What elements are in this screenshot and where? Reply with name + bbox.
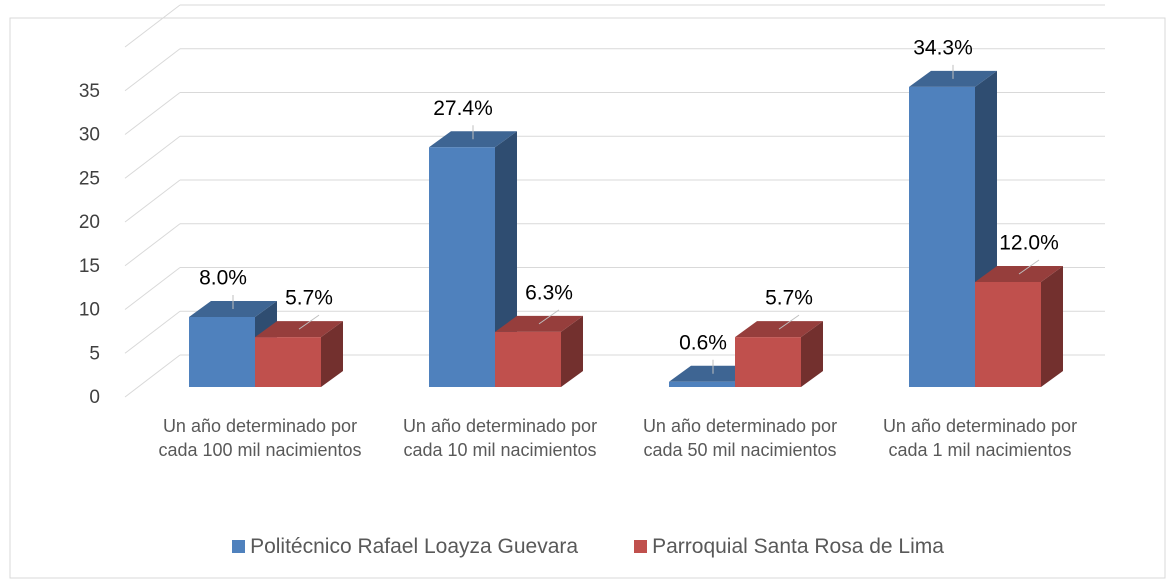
label-leader	[1018, 259, 1040, 275]
data-label: 5.7%	[765, 287, 813, 310]
y-tick-label: 20	[79, 212, 100, 233]
bar-side	[321, 321, 343, 387]
y-tick-label: 30	[79, 125, 100, 146]
grid-line	[124, 179, 181, 223]
legend-label: Politécnico Rafael Loayza Guevara	[250, 535, 579, 558]
legend-swatch	[232, 540, 246, 553]
y-tick-label: 0	[89, 387, 100, 408]
data-label: 27.4%	[433, 97, 493, 120]
label-leader	[538, 309, 560, 325]
data-label: 0.6%	[679, 331, 727, 354]
bar	[429, 147, 495, 387]
bar-side	[1041, 266, 1063, 387]
bar	[735, 337, 801, 387]
bar	[669, 381, 735, 387]
grid-line	[124, 135, 181, 179]
wall-top	[124, 4, 181, 48]
bar	[975, 282, 1041, 387]
chart-border	[9, 17, 1166, 579]
grid-line	[124, 267, 181, 310]
label-leader	[778, 314, 800, 330]
label-leader	[298, 314, 320, 330]
y-tick-label: 10	[79, 300, 100, 321]
grid-line	[124, 48, 181, 92]
legend-swatch	[634, 540, 648, 553]
grid-line	[124, 354, 181, 398]
bar	[255, 337, 321, 387]
x-tick-label: Un año determinado por cada 100 mil naci…	[158, 416, 362, 460]
y-tick-label: 35	[79, 81, 100, 102]
legend-item: Parroquial Santa Rosa de Lima	[634, 535, 944, 559]
bar-side	[801, 321, 823, 387]
data-label: 6.3%	[525, 281, 573, 304]
data-label: 12.0%	[999, 232, 1059, 255]
x-tick-label: Un año determinado por cada 1 mil nacimi…	[882, 416, 1078, 460]
bar	[909, 86, 975, 387]
x-tick-label: Un año determinado por cada 50 mil nacim…	[642, 416, 838, 460]
grid-line	[124, 92, 181, 135]
legend-item: Politécnico Rafael Loayza Guevara	[232, 535, 578, 559]
grid-line	[124, 223, 181, 267]
data-label: 5.7%	[285, 287, 333, 310]
bar-side	[561, 315, 583, 387]
legend-label: Parroquial Santa Rosa de Lima	[652, 535, 944, 558]
x-tick-label: Un año determinado por cada 10 mil nacim…	[402, 416, 598, 460]
bar	[189, 317, 255, 387]
data-label: 34.3%	[913, 36, 973, 59]
data-label: 8.0%	[199, 267, 247, 290]
legend: Politécnico Rafael Loayza Guevara Parroqu…	[0, 535, 1176, 559]
y-tick-label: 15	[79, 256, 100, 277]
y-tick-label: 25	[79, 168, 100, 189]
grid-line	[124, 310, 181, 354]
y-tick-label: 5	[89, 343, 100, 364]
bar	[495, 331, 561, 387]
